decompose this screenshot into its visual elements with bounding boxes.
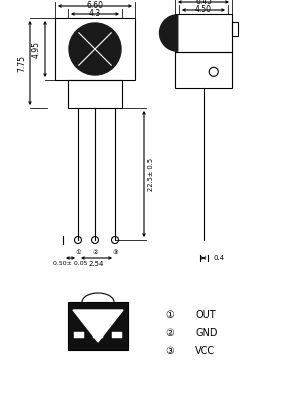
Text: 0.4: 0.4 bbox=[213, 255, 225, 261]
Bar bbox=[74, 332, 84, 338]
Text: 4.95: 4.95 bbox=[32, 41, 41, 57]
Wedge shape bbox=[159, 15, 178, 51]
Bar bbox=[93, 332, 103, 338]
Text: OUT: OUT bbox=[195, 310, 216, 320]
Bar bbox=[68, 80, 122, 108]
Text: 6.60: 6.60 bbox=[86, 1, 103, 10]
Text: GND: GND bbox=[195, 328, 217, 338]
Text: 2.54: 2.54 bbox=[89, 261, 104, 267]
Text: VCC: VCC bbox=[195, 346, 215, 356]
Bar bbox=[68, 302, 128, 350]
Bar bbox=[55, 18, 135, 80]
Bar bbox=[175, 52, 232, 88]
Text: ③: ③ bbox=[166, 346, 174, 356]
Text: ①: ① bbox=[75, 250, 81, 255]
Bar bbox=[232, 22, 238, 36]
Text: 4.50: 4.50 bbox=[195, 5, 212, 14]
Text: ③: ③ bbox=[112, 250, 118, 255]
Text: ②: ② bbox=[166, 328, 174, 338]
Text: 0.50± 0.05: 0.50± 0.05 bbox=[53, 261, 88, 266]
Text: 6.45: 6.45 bbox=[195, 0, 212, 6]
Bar bbox=[175, 14, 232, 52]
Text: ②: ② bbox=[92, 250, 98, 255]
Polygon shape bbox=[73, 310, 123, 342]
Text: 22.5± 0.5: 22.5± 0.5 bbox=[148, 158, 154, 191]
Bar bbox=[112, 332, 122, 338]
Text: ①: ① bbox=[166, 310, 174, 320]
Circle shape bbox=[69, 23, 121, 75]
Text: 4.3: 4.3 bbox=[89, 9, 101, 18]
Text: 7.75: 7.75 bbox=[17, 55, 26, 72]
